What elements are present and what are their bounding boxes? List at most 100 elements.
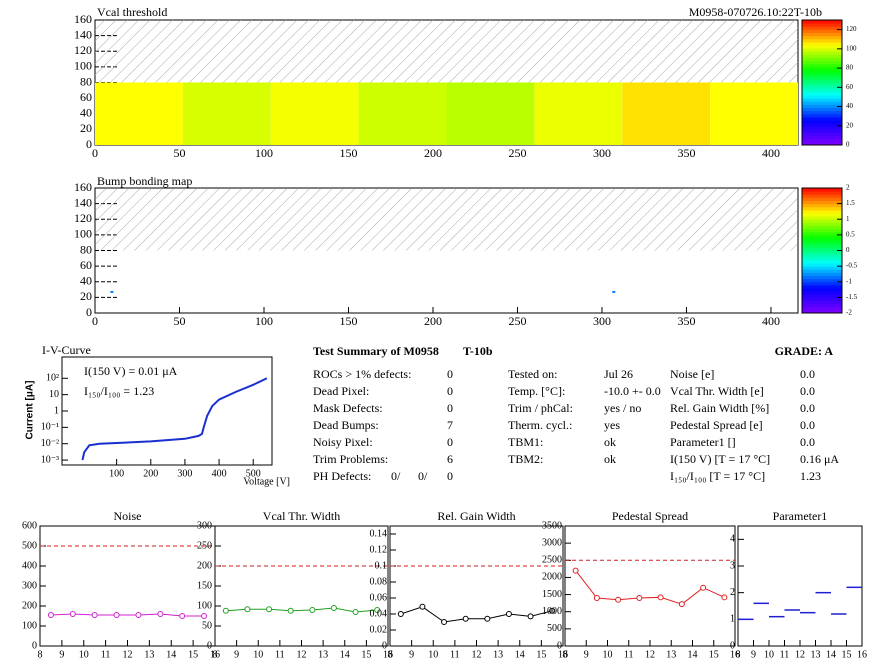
y-tick-label: 0 xyxy=(382,640,387,651)
colorbar-label: 60 xyxy=(846,83,854,91)
y-tick-label: 600 xyxy=(22,520,37,531)
x-tick-label: 150 xyxy=(339,314,357,328)
colorbar-cell xyxy=(802,194,842,198)
x-tick-label: 300 xyxy=(593,146,611,160)
x-tick-label: 12 xyxy=(472,649,482,660)
colorbar-cell xyxy=(802,191,842,195)
series-line xyxy=(400,606,553,623)
x-tick-label: 11 xyxy=(780,649,790,660)
colorbar-cell xyxy=(802,135,842,140)
x-tick-label: 9 xyxy=(59,649,64,660)
x-tick-label: 15 xyxy=(536,649,546,660)
marker xyxy=(572,567,579,574)
y-tick-label: 10 xyxy=(49,389,59,400)
x-tick-label: 12 xyxy=(795,649,805,660)
y-tick-label: 40 xyxy=(80,106,92,120)
chart-title: Bump bonding map xyxy=(97,174,192,188)
x-tick-label: 200 xyxy=(143,468,158,479)
marker xyxy=(462,615,469,622)
marker xyxy=(374,607,381,613)
summary-value: 7 xyxy=(447,418,453,432)
y-tick-label: 0 xyxy=(32,640,37,651)
summary-value: ok xyxy=(604,452,616,466)
x-tick-label: 9 xyxy=(409,649,414,660)
x-tick-label: 14 xyxy=(166,649,176,660)
summary-value: 0 xyxy=(447,367,453,381)
x-tick-label: 8 xyxy=(213,649,218,660)
summary-value: yes xyxy=(604,418,620,432)
colorbar-cell xyxy=(802,132,842,137)
colorbar-cell xyxy=(802,29,842,33)
colorbar-label: -1 xyxy=(846,277,852,285)
y-tick-label: 0 xyxy=(730,640,735,651)
roc-cell xyxy=(95,82,183,145)
colorbar-cell xyxy=(802,238,842,242)
y-tick-label: 4 xyxy=(730,534,735,545)
x-tick-label: 0 xyxy=(92,314,98,328)
chart-title: Parameter1 xyxy=(773,509,828,523)
marker xyxy=(678,601,685,608)
chart-title: Rel. Gain Width xyxy=(437,509,515,523)
colorbar-cell xyxy=(802,188,842,192)
colorbar-cell xyxy=(802,259,842,264)
y-tick-label: 20 xyxy=(80,121,92,135)
colorbar-cell xyxy=(802,200,842,205)
y-tick-label: 250 xyxy=(197,540,212,551)
y-tick-label: 200 xyxy=(22,600,37,611)
module-id: T-10b xyxy=(463,344,493,358)
colorbar-cell xyxy=(802,110,842,115)
y-tick-label: 400 xyxy=(22,560,37,571)
x-tick-label: 10 xyxy=(253,649,263,660)
y-tick-label: 500 xyxy=(22,540,37,551)
marker xyxy=(309,607,316,613)
colorbar-cell xyxy=(802,288,842,292)
x-tick-label: 14 xyxy=(826,649,836,660)
x-tick-label: 50 xyxy=(173,314,185,328)
colorbar-cell xyxy=(802,266,842,270)
y-tick-label: 0.1 xyxy=(375,560,388,571)
marker xyxy=(419,603,426,610)
chart-subtitle: M0958-070726.10:22T-10b xyxy=(689,5,822,19)
marker xyxy=(549,607,556,614)
marker xyxy=(287,607,294,614)
colorbar-cell xyxy=(802,197,842,201)
x-tick-label: 10 xyxy=(603,649,613,660)
y-tick-label: 0.12 xyxy=(370,544,388,555)
colorbar-cell xyxy=(802,101,842,105)
y-tick-label: 1 xyxy=(730,614,735,625)
colorbar-cell xyxy=(802,104,842,108)
summary-label: Parameter1 [] xyxy=(670,435,736,449)
y-tick-label: 120 xyxy=(74,43,92,57)
marker xyxy=(505,611,512,617)
colorbar-cell xyxy=(802,107,842,112)
colorbar-cell xyxy=(802,213,842,217)
y-tick-label: 100 xyxy=(74,59,92,73)
colorbar-cell xyxy=(802,51,842,55)
colorbar-cell xyxy=(802,203,842,208)
x-tick-label: 400 xyxy=(212,468,227,479)
colorbar-cell xyxy=(802,123,842,127)
colorbar-cell xyxy=(802,263,842,267)
x-tick-label: 9 xyxy=(751,649,756,660)
colorbar-cell xyxy=(802,303,842,308)
chart-title: Vcal threshold xyxy=(97,5,167,19)
x-tick-label: 11 xyxy=(101,649,111,660)
colorbar-cell xyxy=(802,284,842,289)
summary-label: TBM2: xyxy=(508,452,543,466)
y-tick-label: 2500 xyxy=(542,555,562,566)
colorbar-label: 0.5 xyxy=(846,230,855,238)
y-axis-label: Current [μA] xyxy=(25,381,36,440)
marker xyxy=(352,609,359,615)
marker xyxy=(266,606,273,613)
colorbar-cell xyxy=(802,88,842,93)
x-tick-label: 150 xyxy=(339,146,357,160)
x-tick-label: 15 xyxy=(842,649,852,660)
summary-label: Tested on: xyxy=(508,367,557,381)
y-tick-label: 140 xyxy=(74,195,92,209)
marker xyxy=(244,606,251,613)
colorbar-label: 0 xyxy=(846,246,850,254)
summary-label: Pedestal Spread [e] xyxy=(670,418,763,432)
y-tick-label: 10² xyxy=(46,373,59,384)
plot-frame xyxy=(214,525,389,647)
